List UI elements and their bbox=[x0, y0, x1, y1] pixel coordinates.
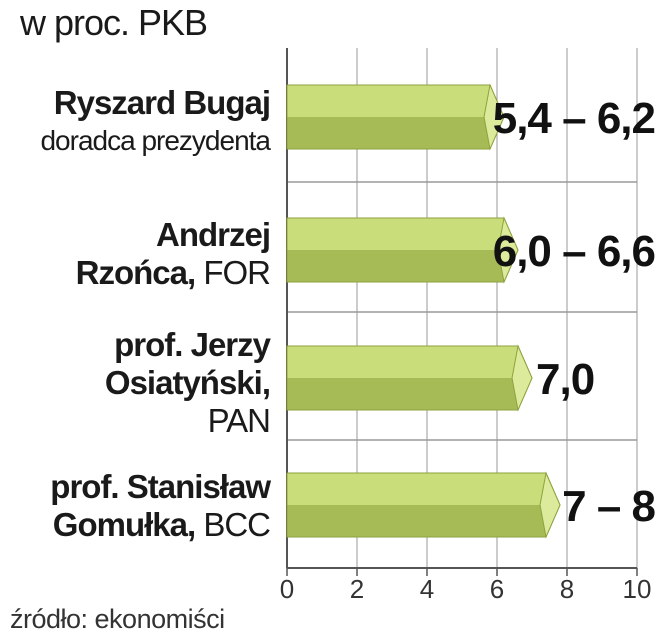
bar bbox=[286, 345, 533, 411]
x-tick-label: 10 bbox=[623, 574, 652, 604]
category-name: Rzońca, bbox=[75, 254, 197, 291]
value-label: 7,0 bbox=[536, 355, 594, 404]
category-label: prof. Jerzy Osiatyński, PAN bbox=[104, 326, 271, 440]
bar-tip bbox=[497, 216, 519, 284]
category-name-line: Ryszard Bugaj bbox=[40, 84, 271, 122]
category-name: Andrzej bbox=[155, 216, 271, 253]
category-name-line: Osiatyński, bbox=[104, 364, 271, 402]
category-name-line: prof. Stanisław bbox=[50, 468, 271, 506]
category-name-line: Rzońca, FOR bbox=[75, 254, 271, 292]
source-label: źródło: ekonomiści bbox=[10, 604, 225, 634]
category-affiliation: FOR bbox=[195, 254, 271, 291]
value-label: 7 – 8 bbox=[562, 482, 655, 531]
category-affiliation: BCC bbox=[195, 506, 271, 543]
category-name: Gomułka, bbox=[52, 506, 196, 543]
category-name: prof. Jerzy bbox=[114, 326, 271, 363]
category-name: Osiatyński, bbox=[104, 364, 271, 401]
category-name: Ryszard Bugaj bbox=[53, 84, 271, 121]
category-affiliation: PAN bbox=[207, 402, 271, 439]
bar bbox=[286, 84, 505, 150]
category-label: Andrzej Rzońca, FOR bbox=[75, 216, 271, 292]
category-label: Ryszard Bugaj doradca prezydenta bbox=[40, 84, 271, 160]
category-affiliation: doradca prezydenta bbox=[40, 125, 271, 156]
unit-label: w proc. PKB bbox=[20, 2, 208, 43]
bar bbox=[286, 472, 561, 538]
bar-tip bbox=[511, 344, 533, 412]
bar bbox=[286, 217, 519, 283]
x-tick-label: 0 bbox=[280, 574, 294, 604]
category-name: prof. Stanisław bbox=[50, 468, 271, 505]
x-tick-label: 2 bbox=[350, 574, 364, 604]
category-name-line: Andrzej bbox=[76, 216, 271, 254]
category-name-line: Gomułka, BCC bbox=[50, 506, 271, 544]
x-tick-label: 6 bbox=[490, 574, 504, 604]
x-tick-label: 8 bbox=[560, 574, 574, 604]
category-label: prof. Stanisław Gomułka, BCC bbox=[50, 468, 271, 544]
bar-tip bbox=[539, 471, 561, 539]
value-label: 5,4 – 6,2 bbox=[493, 94, 655, 143]
x-tick-label: 4 bbox=[420, 574, 434, 604]
value-label: 6,0 – 6,6 bbox=[493, 227, 655, 276]
bar-tip bbox=[483, 83, 505, 151]
category-name-line: prof. Jerzy bbox=[105, 326, 271, 364]
